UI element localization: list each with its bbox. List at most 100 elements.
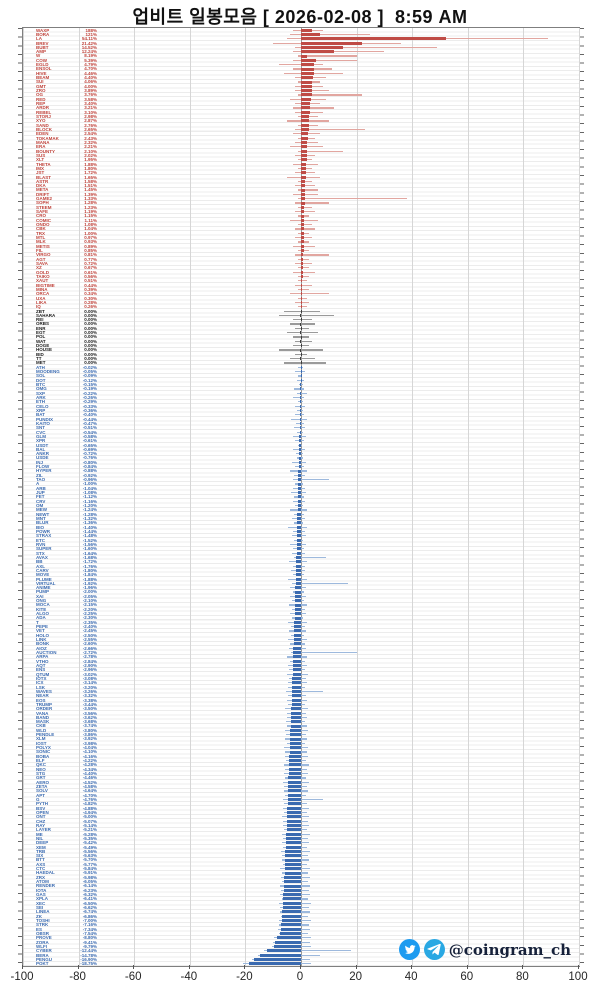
candle-row: MANA 2.32% xyxy=(23,140,579,145)
x-axis-label: 60 xyxy=(460,971,474,983)
candle-body xyxy=(286,828,301,832)
candle-body xyxy=(295,577,301,581)
candle-body xyxy=(294,625,301,629)
candle-row: THETA 1.88% xyxy=(23,162,579,167)
candle-body xyxy=(287,802,301,806)
change-value-label: -3.80% xyxy=(82,727,97,733)
change-value-label: -6.41% xyxy=(82,896,97,902)
candle-body xyxy=(294,612,301,616)
candle-body xyxy=(283,888,301,892)
candle-row: MNT -1.32% xyxy=(23,516,579,521)
ticker-label: SEI xyxy=(36,905,44,911)
ticker-label: ZBT xyxy=(36,308,45,314)
change-value-label: -5.28% xyxy=(82,831,97,837)
candle-row: STX -1.64% xyxy=(23,551,579,556)
candle-row: ALGO -2.25% xyxy=(23,611,579,616)
candle-body xyxy=(299,430,301,434)
change-value-label: -5.56% xyxy=(82,848,97,854)
ticker-label: AUCTION xyxy=(36,650,57,655)
candle-body xyxy=(299,426,301,430)
candle-body xyxy=(283,893,301,897)
ticker-label: ATH xyxy=(36,364,45,370)
change-value-label: 3.89% xyxy=(84,88,97,94)
candle-row: IQ 0.26% xyxy=(23,304,579,310)
change-value-label: 0.30% xyxy=(84,295,97,301)
candle-body xyxy=(289,767,301,771)
ticker-label: XAUT xyxy=(36,278,49,284)
ticker-label: BLAST xyxy=(36,174,51,180)
candle-row: RED 3.58% xyxy=(23,96,579,102)
twitter-icon xyxy=(398,939,420,960)
candle-body xyxy=(292,672,301,676)
candle-body xyxy=(294,633,301,637)
candle-wick xyxy=(291,418,307,420)
candle-row: LINK -2.55% xyxy=(23,637,579,643)
candle-row: CRV -1.16% xyxy=(23,499,579,504)
candle-body xyxy=(285,841,301,845)
ticker-label: USDT xyxy=(36,442,49,448)
change-value-label: -0.44% xyxy=(82,416,97,422)
candle-row: ARB -1.04% xyxy=(23,486,579,491)
ticker-label: BLOCK xyxy=(36,126,52,132)
ticker-label: XPLA xyxy=(36,896,49,902)
candle-body xyxy=(301,123,309,127)
ticker-label: BTC xyxy=(36,382,46,387)
candle-row: TRB -5.56% xyxy=(23,848,579,854)
change-value-label: -1.96% xyxy=(82,585,97,591)
candle-row: XPLA -6.41% xyxy=(23,896,579,902)
x-axis-label: 20 xyxy=(349,971,362,983)
ticker-label: CBK xyxy=(36,226,46,232)
candle-body xyxy=(292,685,301,689)
candle-body xyxy=(301,28,313,32)
candle-body xyxy=(288,780,301,784)
change-value-label: -4.34% xyxy=(82,766,97,772)
ticker-label: ADA xyxy=(36,615,46,621)
ticker-label: BIO xyxy=(36,524,45,530)
ticker-label: UXA xyxy=(36,295,46,301)
change-value-label: 0.72% xyxy=(84,260,97,266)
candle-wick xyxy=(295,202,329,204)
ticker-label: XEC xyxy=(36,900,46,906)
candle-body xyxy=(282,910,301,914)
ticker-label: IQ xyxy=(36,304,41,310)
change-value-label: 2.21% xyxy=(84,144,97,150)
candle-body xyxy=(300,383,302,387)
ticker-label: LINK xyxy=(36,637,47,643)
ticker-label: SUPER xyxy=(36,546,52,552)
change-value-label: -1.24% xyxy=(82,507,97,513)
candle-row: MEW -1.24% xyxy=(23,507,579,513)
change-value-label: -3.02% xyxy=(82,671,97,677)
change-value-label: -7.54% xyxy=(82,930,97,936)
candle-wick xyxy=(295,284,313,286)
candle-body xyxy=(301,110,310,114)
candle-row: REI 0.00% xyxy=(23,317,579,322)
change-value-label: -0.02% xyxy=(82,364,97,370)
ticker-label: PEPE xyxy=(36,624,49,630)
change-value-label: 3.58% xyxy=(84,96,97,102)
ticker-label: BTT xyxy=(36,857,45,863)
ticker-label: ME xyxy=(36,831,43,837)
candle-wick xyxy=(294,427,305,429)
candle-body xyxy=(281,914,301,918)
candle-row: SONIC -4.10% xyxy=(23,749,579,754)
candle-body xyxy=(301,45,343,49)
ticker-label: LAYER xyxy=(36,827,51,833)
candle-body xyxy=(301,218,305,222)
ticker-label: ENR xyxy=(36,325,46,331)
change-value-label: -14.78% xyxy=(80,952,97,958)
candle-row: DRIFT 1.39% xyxy=(23,192,579,197)
change-value-label: -2.10% xyxy=(82,598,97,604)
ticker-label: SAVA xyxy=(36,260,48,266)
candle-body xyxy=(301,197,305,201)
candle-row: TAIKO 0.56% xyxy=(23,274,579,279)
candle-row: LIKA 0.28% xyxy=(23,300,579,305)
candle-row: BAT -0.40% xyxy=(23,412,579,417)
change-value-label: 1.72% xyxy=(84,170,97,176)
candle-row: XLM -3.92% xyxy=(23,736,579,741)
change-value-label: 2.10% xyxy=(84,148,97,154)
ticker-label: A xyxy=(36,481,40,487)
candle-body xyxy=(290,724,301,728)
change-value-label: -3.26% xyxy=(82,688,97,694)
candle-row: GRT -4.46% xyxy=(23,775,579,780)
ticker-label: SOLV xyxy=(36,788,48,794)
